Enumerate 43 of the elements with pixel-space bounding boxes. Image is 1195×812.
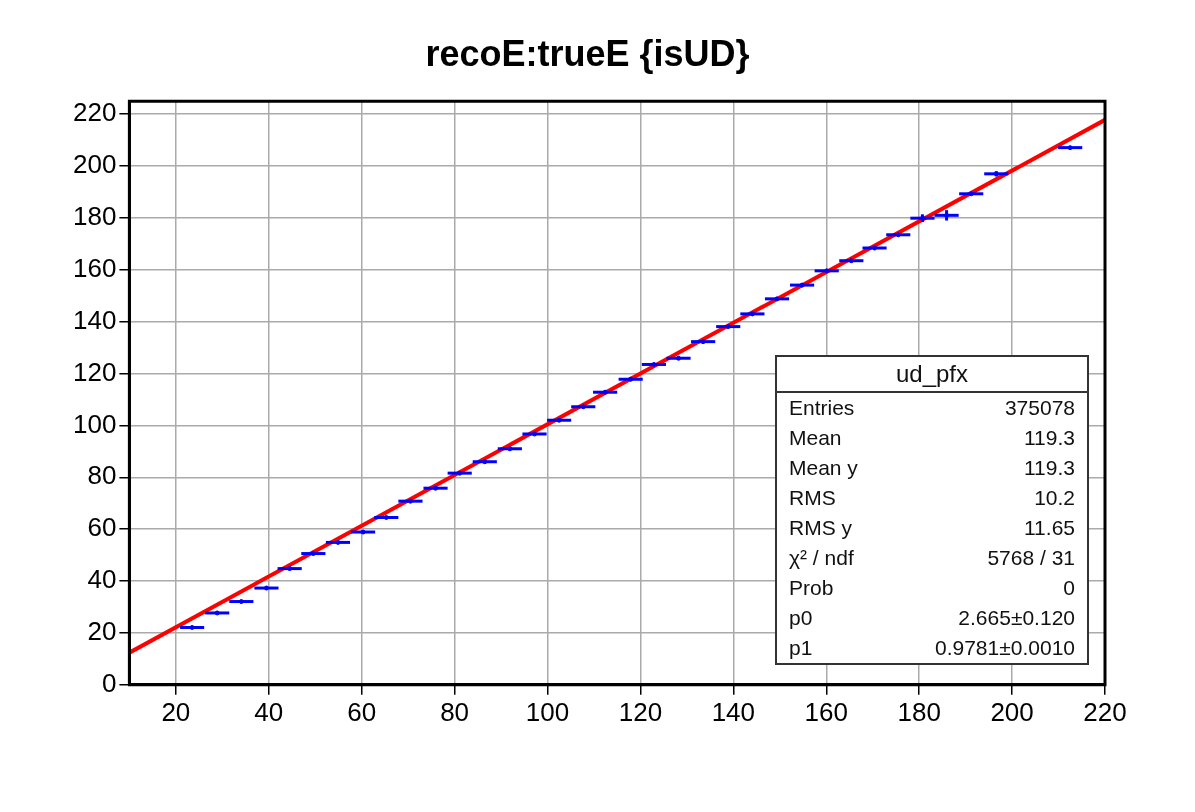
x-tick-label: 160: [804, 696, 848, 727]
annotation: 0.9781±0.0010: [935, 635, 1075, 660]
annotation: 5768 / 31: [987, 545, 1075, 570]
annotation: p0: [789, 605, 813, 630]
annotation: 0: [1063, 575, 1075, 600]
y-tick-label: 200: [72, 149, 117, 180]
x-tick-label: 120: [618, 696, 663, 727]
chart-title: recoE:trueE {isUD}: [425, 32, 750, 74]
annotation: ud_pfx: [777, 356, 1087, 393]
x-tick-label: 100: [525, 696, 570, 727]
x-tick-label: 200: [990, 696, 1034, 727]
x-tick-label: 60: [347, 696, 377, 727]
y-tick-label: 0: [101, 667, 117, 698]
y-tick-label: 220: [72, 97, 117, 128]
annotation: RMS y: [789, 515, 852, 540]
y-tick-label: 40: [87, 564, 117, 595]
annotation: p1: [789, 635, 813, 660]
annotation: 375078: [1004, 395, 1075, 420]
annotation: χ² / ndf: [789, 545, 854, 570]
x-tick-label: 180: [897, 696, 941, 727]
x-tick-label: 140: [711, 696, 756, 727]
x-tick-label: 40: [254, 696, 284, 727]
y-tick-label: 120: [72, 356, 117, 387]
annotation: 11.65: [1024, 515, 1075, 540]
annotation: 10.2: [1034, 485, 1075, 510]
annotation: 119.3: [1024, 455, 1075, 480]
annotation: Mean: [789, 425, 842, 450]
y-tick-label: 180: [72, 201, 117, 232]
annotation: Mean y: [789, 455, 858, 480]
y-tick-label: 20: [87, 616, 117, 647]
annotation: Entries: [789, 395, 855, 420]
annotation: 2.665±0.120: [958, 605, 1075, 630]
annotation: Prob: [789, 575, 834, 600]
x-tick-label: 220: [1083, 696, 1127, 727]
x-tick-label: 20: [161, 696, 191, 727]
annotation: RMS: [789, 485, 836, 510]
y-tick-label: 160: [72, 252, 117, 283]
y-tick-label: 80: [87, 460, 117, 491]
annotation: 119.3: [1024, 425, 1075, 450]
y-tick-label: 140: [72, 304, 117, 335]
x-tick-label: 80: [440, 696, 470, 727]
y-tick-label: 60: [87, 512, 117, 543]
y-tick-label: 100: [72, 408, 117, 439]
